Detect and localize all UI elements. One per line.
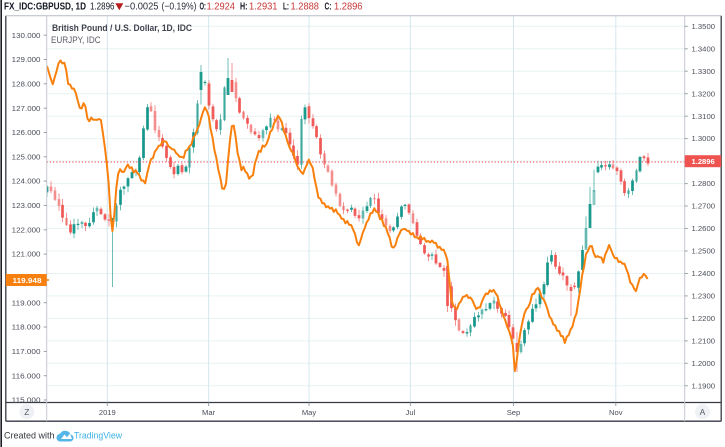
svg-text:1.2931: 1.2931 <box>249 1 278 12</box>
svg-text:1.3300: 1.3300 <box>692 67 716 76</box>
svg-text:119.000: 119.000 <box>12 298 41 307</box>
svg-text:1.3200: 1.3200 <box>692 89 716 98</box>
svg-text:Nov: Nov <box>609 408 623 417</box>
svg-text:2019: 2019 <box>99 408 116 417</box>
svg-text:O:: O: <box>200 1 207 12</box>
svg-text:123.000: 123.000 <box>12 201 41 210</box>
svg-text:117.000: 117.000 <box>12 347 41 356</box>
svg-text:1.2800: 1.2800 <box>692 179 716 188</box>
svg-text:1.2896: 1.2896 <box>90 1 115 12</box>
svg-text:British Pound / U.S. Dollar, 1: British Pound / U.S. Dollar, 1D, IDC <box>52 23 192 34</box>
svg-text:116.000: 116.000 <box>12 371 41 380</box>
svg-text:1.3100: 1.3100 <box>692 112 716 121</box>
svg-text:H:: H: <box>240 1 248 12</box>
svg-text:May: May <box>302 408 317 417</box>
svg-text:−0.0025: −0.0025 <box>125 1 159 12</box>
svg-text:Jul: Jul <box>406 408 416 417</box>
svg-text:122.000: 122.000 <box>12 225 41 234</box>
svg-text:1.2700: 1.2700 <box>692 202 716 211</box>
svg-text:124.000: 124.000 <box>12 177 41 186</box>
svg-text:118.000: 118.000 <box>12 323 41 332</box>
svg-text:Sep: Sep <box>507 408 521 417</box>
svg-text:1.2600: 1.2600 <box>692 224 716 233</box>
svg-text:C:: C: <box>325 1 332 12</box>
svg-text:1.2924: 1.2924 <box>207 1 236 12</box>
svg-text:128.000: 128.000 <box>12 79 41 88</box>
svg-text:1.2000: 1.2000 <box>692 359 716 368</box>
svg-text:1.2200: 1.2200 <box>692 314 716 323</box>
svg-text:115.000: 115.000 <box>12 396 41 405</box>
svg-text:1.2500: 1.2500 <box>692 247 716 256</box>
svg-text:Mar: Mar <box>202 408 216 417</box>
svg-text:1.3000: 1.3000 <box>692 134 716 143</box>
svg-text:1.1900: 1.1900 <box>692 381 716 390</box>
svg-text:129.000: 129.000 <box>12 55 41 64</box>
svg-text:1.3500: 1.3500 <box>692 22 716 31</box>
svg-text:119.948: 119.948 <box>13 276 42 285</box>
svg-text:126.000: 126.000 <box>12 128 41 137</box>
svg-text:EURJPY, IDC: EURJPY, IDC <box>51 35 101 46</box>
svg-text:A: A <box>700 407 706 417</box>
svg-text:L:: L: <box>283 1 289 12</box>
svg-text:1.2896: 1.2896 <box>692 157 715 166</box>
svg-text:(−0.19%): (−0.19%) <box>162 1 197 12</box>
svg-text:1.2400: 1.2400 <box>692 269 716 278</box>
svg-text:1.2896: 1.2896 <box>334 1 363 12</box>
svg-text:FX_IDC:GBPUSD, 1D: FX_IDC:GBPUSD, 1D <box>4 1 86 12</box>
svg-text:125.000: 125.000 <box>12 152 41 161</box>
svg-text:TradingView: TradingView <box>74 431 122 442</box>
svg-text:1.2300: 1.2300 <box>692 292 716 301</box>
svg-text:1.2100: 1.2100 <box>692 337 716 346</box>
svg-text:1.3400: 1.3400 <box>692 44 716 53</box>
svg-text:Created with: Created with <box>4 431 55 442</box>
svg-text:Z: Z <box>24 407 29 417</box>
svg-text:130.000: 130.000 <box>12 31 41 40</box>
svg-text:1.2888: 1.2888 <box>291 1 320 12</box>
svg-text:121.000: 121.000 <box>12 250 41 259</box>
svg-text:127.000: 127.000 <box>12 104 41 113</box>
